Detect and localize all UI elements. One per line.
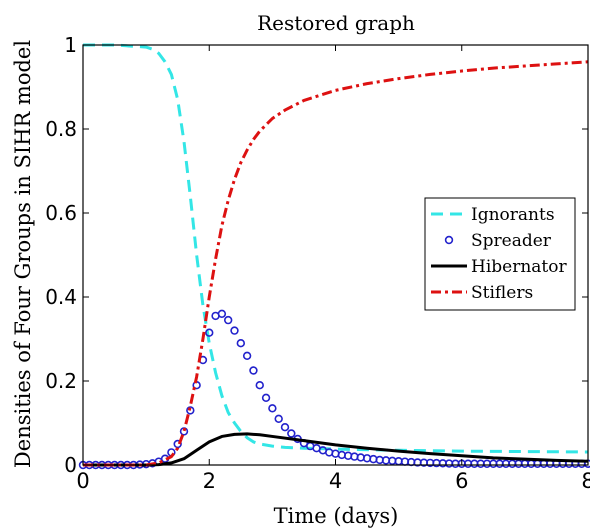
y-axis-ticks: 0 0.2 0.4 0.6 0.8 1	[45, 33, 588, 477]
legend-label: Spreader	[471, 231, 552, 251]
legend-label: Hibernator	[471, 257, 567, 277]
data-point	[242, 351, 252, 360]
data-point	[223, 315, 233, 325]
x-axis-label: Time (days)	[274, 504, 399, 528]
data-point	[236, 339, 246, 348]
y-tick-label: 0.6	[45, 201, 77, 225]
series-hibernator-line	[83, 432, 589, 467]
data-point	[287, 429, 296, 438]
x-tick-label: 4	[329, 469, 342, 493]
series-stiflers-line	[83, 60, 589, 467]
series-ignorants-line	[83, 43, 589, 454]
legend-label: Ignorants	[471, 205, 555, 225]
data-point	[268, 404, 277, 413]
data-point	[255, 381, 264, 390]
y-tick-label: 0.4	[45, 285, 77, 309]
y-tick-label: 0	[64, 453, 77, 477]
legend-marker	[444, 235, 454, 245]
chart-title: Restored graph	[257, 11, 415, 35]
legend-label: Stiflers	[471, 283, 533, 303]
data-point	[280, 423, 290, 432]
legend-box	[424, 197, 576, 311]
legend: Ignorants Spreader Hibernator Stiflers	[424, 197, 576, 311]
data-point	[261, 393, 271, 402]
x-tick-label: 0	[76, 469, 89, 493]
y-tick-label: 0.8	[45, 117, 77, 141]
y-tick-label: 1	[64, 33, 77, 57]
x-tick-label: 8	[581, 469, 590, 493]
data-point	[249, 366, 258, 375]
x-tick-label: 2	[203, 469, 216, 493]
y-tick-label: 0.2	[45, 369, 77, 393]
data-point	[230, 326, 239, 335]
data-point	[217, 309, 227, 318]
x-axis-ticks: 0 2 4 6 8	[76, 45, 590, 493]
x-tick-label: 6	[455, 469, 468, 493]
data-point	[173, 439, 182, 449]
data-point	[205, 328, 214, 337]
data-point	[274, 414, 283, 423]
data-point	[186, 406, 195, 415]
y-axis-label: Densities of Four Groups in SIHR model	[11, 40, 35, 468]
